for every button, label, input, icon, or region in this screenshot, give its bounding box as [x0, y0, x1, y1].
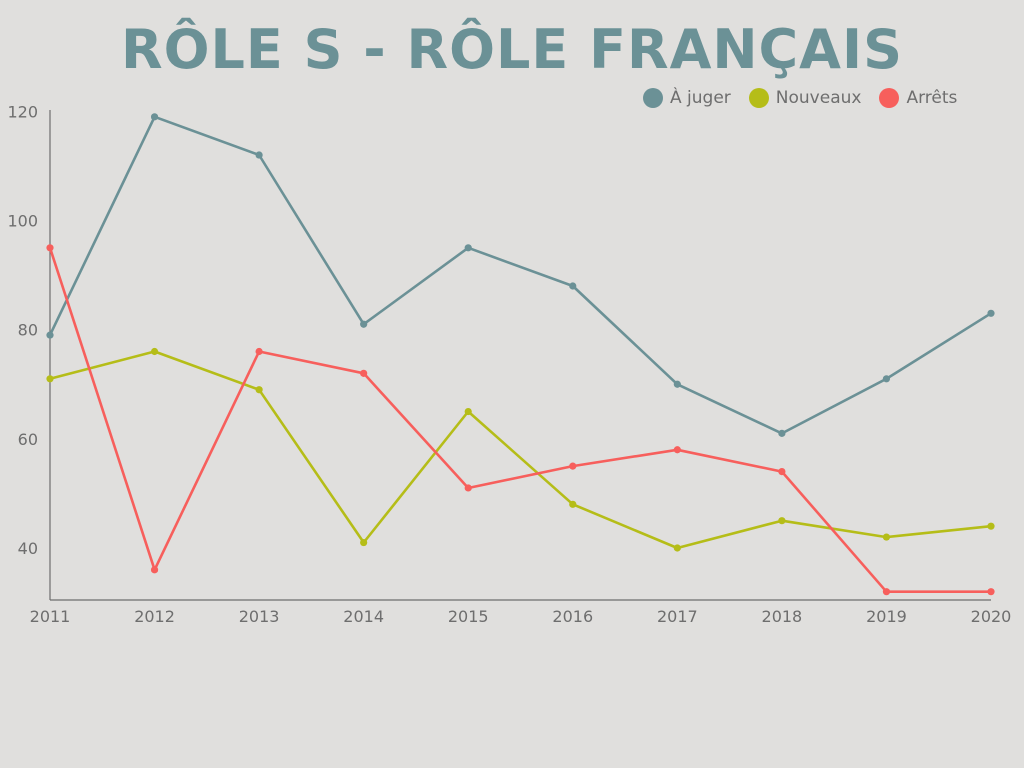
data-point	[255, 386, 263, 394]
legend-item-arrets: Arrêts	[879, 88, 957, 108]
data-point	[360, 369, 368, 377]
x-tick-label: 2015	[448, 607, 489, 626]
y-tick-label: 80	[18, 321, 38, 340]
data-point	[882, 588, 891, 596]
data-point	[464, 244, 472, 252]
chart-legend: À juger Nouveaux Arrêts	[643, 88, 975, 108]
y-tick-label: 120	[7, 102, 38, 121]
y-tick-label: 60	[18, 430, 38, 449]
x-tick-label: 2017	[657, 607, 698, 626]
data-point	[569, 282, 577, 290]
series-line	[48, 115, 993, 435]
data-point	[778, 467, 786, 476]
data-point	[673, 380, 681, 388]
data-point	[150, 566, 159, 574]
x-tick-label: 2016	[552, 607, 593, 626]
data-point	[882, 375, 891, 383]
data-point	[778, 429, 786, 437]
data-point	[46, 331, 54, 339]
x-tick-label: 2019	[866, 607, 907, 626]
data-point	[360, 320, 368, 328]
data-point	[46, 244, 54, 252]
y-tick-label: 40	[18, 539, 38, 558]
legend-swatch-a-juger	[643, 88, 663, 108]
x-tick-label: 2014	[343, 607, 384, 626]
data-point	[464, 484, 472, 492]
series-line	[48, 246, 993, 594]
data-point	[569, 462, 577, 470]
data-point	[360, 538, 368, 547]
legend-label-arrets: Arrêts	[906, 88, 958, 108]
data-point	[255, 151, 263, 159]
data-point	[464, 407, 472, 416]
x-tick-label: 2020	[971, 607, 1012, 626]
x-tick-label: 2013	[239, 607, 280, 626]
x-tick-label: 2018	[762, 607, 803, 626]
legend-label-nouveaux: Nouveaux	[775, 88, 862, 108]
data-point	[673, 544, 681, 552]
legend-item-nouveaux: Nouveaux	[748, 88, 862, 108]
data-point	[987, 588, 995, 596]
data-point	[569, 500, 577, 508]
legend-item-a-juger: À juger	[643, 88, 731, 108]
data-point	[882, 533, 891, 541]
chart-title: RÔLE S - RÔLE FRANÇAIS	[121, 18, 903, 81]
y-tick-label: 100	[7, 212, 38, 231]
data-point	[673, 446, 681, 454]
data-point	[778, 517, 786, 525]
data-point	[255, 347, 263, 356]
legend-label-a-juger: À juger	[670, 88, 731, 108]
x-tick-label: 2012	[134, 607, 175, 626]
legend-swatch-nouveaux	[748, 88, 769, 108]
legend-swatch-arrets	[879, 88, 900, 108]
series-line	[48, 350, 993, 550]
data-point	[46, 375, 54, 383]
data-point	[150, 347, 159, 356]
data-point	[987, 309, 995, 317]
data-point	[150, 113, 159, 121]
data-point	[987, 522, 995, 530]
x-tick-label: 2011	[30, 607, 71, 626]
